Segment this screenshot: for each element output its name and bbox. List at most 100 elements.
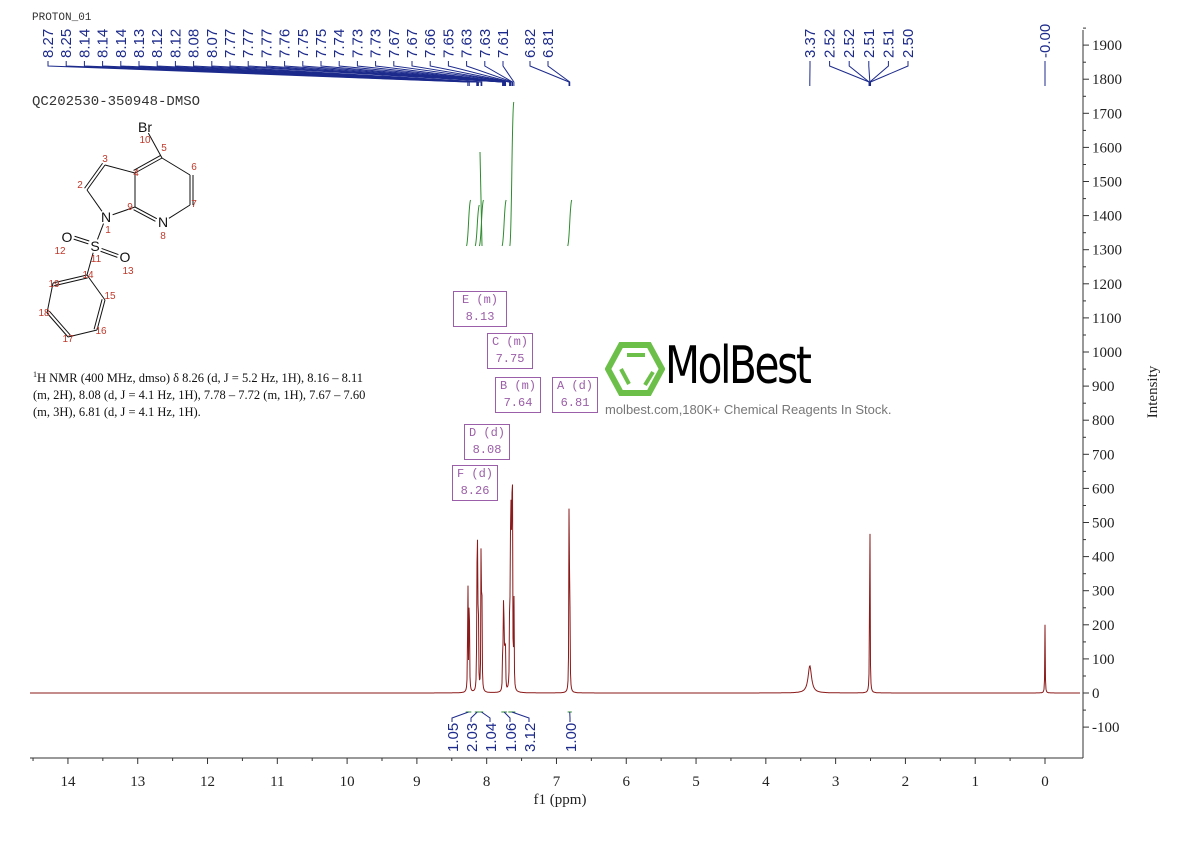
multiplet-box-f: F (d) 8.26: [452, 465, 498, 501]
nmr-description-text: H NMR (400 MHz, dmso) δ 8.26 (d, J = 5.2…: [33, 371, 366, 420]
multiplet-value: 6.81: [560, 396, 590, 410]
x-tick-label: 12: [200, 774, 215, 790]
y-tick-label: 1600: [1092, 140, 1122, 156]
integral-value: 1.05: [445, 723, 462, 752]
integral-connector: [511, 711, 530, 722]
peak-label-connector: [547, 61, 571, 86]
integral-connector: [470, 711, 478, 722]
x-tick-label: 9: [413, 774, 421, 790]
peak-label: 8.12: [149, 29, 166, 58]
superscript: 1: [33, 370, 37, 379]
x-tick-label: 0: [1041, 774, 1049, 790]
multiplet-value: 8.08: [472, 443, 502, 457]
integral-value: 1.06: [503, 723, 520, 752]
peak-label-connector: [869, 61, 889, 86]
peak-label-connector: [265, 61, 504, 86]
x-tick-label: 6: [623, 774, 631, 790]
y-tick-label: 100: [1092, 652, 1115, 668]
watermark-logo: MolBest: [665, 336, 812, 396]
atom-number: 10: [139, 135, 151, 146]
integral-value: 1.04: [483, 723, 500, 752]
peak-label: 6.82: [522, 29, 539, 58]
peak-label: 8.14: [76, 29, 93, 58]
peak-label-connector: [870, 61, 909, 86]
bond: [86, 189, 103, 212]
peak-label-connector: [502, 61, 515, 86]
peak-label: 3.37: [802, 29, 819, 58]
bond: [73, 238, 89, 245]
peak-label: 7.75: [313, 29, 330, 58]
atom-number: 16: [95, 326, 107, 337]
peak-label: 2.51: [880, 29, 897, 58]
sample-id: QC202530-350948-DMSO: [32, 94, 201, 110]
y-tick-label: -100: [1092, 720, 1120, 736]
peak-label-connector: [529, 61, 570, 86]
peak-label: 2.51: [861, 29, 878, 58]
multiplet-box-b: B (m) 7.64: [495, 377, 541, 413]
x-tick-label: 2: [902, 774, 910, 790]
y-tick-label: 1400: [1092, 209, 1122, 225]
peak-label: 8.27: [40, 29, 57, 58]
x-tick-label: 4: [762, 774, 770, 790]
y-tick-label: 1900: [1092, 38, 1122, 54]
y-tick-label: 1000: [1092, 345, 1122, 361]
peak-label: 2.50: [900, 29, 917, 58]
atom-number: 6: [191, 162, 197, 173]
bond: [147, 132, 163, 159]
x-tick-label: 13: [130, 774, 145, 790]
peak-label-connector: [411, 61, 511, 86]
multiplet-label: D (d): [468, 426, 505, 440]
bond: [104, 164, 136, 174]
atom-number: 14: [82, 270, 94, 281]
atom-number: 1: [105, 225, 111, 236]
multiplet-label: C (m): [491, 335, 528, 349]
integral-curve: [474, 204, 480, 247]
atom-number: 15: [104, 291, 116, 302]
y-tick-label: 300: [1092, 584, 1115, 600]
x-axis-label: f1 (ppm): [534, 792, 587, 808]
multiplet-box-e: E (m) 8.13: [453, 291, 507, 327]
y-tick-label: 1300: [1092, 243, 1122, 259]
bond: [48, 310, 71, 336]
peak-label: 7.77: [240, 29, 257, 58]
y-tick-label: 600: [1092, 481, 1115, 497]
bond: [97, 223, 104, 240]
integral-connector: [481, 711, 491, 722]
multiplet-label: B (m): [499, 379, 536, 393]
peak-label-connector: [320, 61, 505, 86]
peak-label: 7.67: [386, 29, 403, 58]
peak-label: 8.14: [113, 29, 130, 58]
integral-value: 1.00: [563, 723, 580, 752]
bond: [112, 206, 136, 216]
peak-label: 8.07: [204, 29, 221, 58]
peak-label: 7.66: [422, 29, 439, 58]
multiplet-value: 7.75: [495, 352, 525, 366]
bond: [100, 250, 118, 258]
y-tick-label: 400: [1092, 550, 1115, 566]
bond: [86, 252, 94, 276]
multiplet-box-d: D (d) 8.08: [464, 424, 510, 460]
atom-number: 3: [102, 154, 108, 165]
atom-label: N: [101, 209, 111, 225]
y-tick-label: 200: [1092, 618, 1115, 634]
peak-label-connector: [65, 61, 470, 86]
peak-label-connector: [174, 61, 479, 86]
atom-label: Br: [138, 119, 152, 135]
bond: [46, 312, 69, 338]
multiplet-value: 8.26: [460, 484, 490, 498]
bond: [53, 277, 88, 287]
bond: [101, 247, 119, 256]
bond: [161, 157, 191, 176]
integral-curves: [466, 101, 573, 247]
peak-label: 7.63: [477, 29, 494, 58]
x-tick-label: 1: [971, 774, 979, 790]
peak-label: 7.75: [295, 29, 312, 58]
peak-label-connector: [429, 61, 511, 86]
y-tick-label: 0: [1092, 686, 1100, 702]
peak-label: 7.61: [495, 29, 512, 58]
integral-connector: [503, 711, 511, 722]
peak-label: 7.77: [222, 29, 239, 58]
bond: [86, 274, 106, 301]
y-tick-label: 1200: [1092, 277, 1122, 293]
